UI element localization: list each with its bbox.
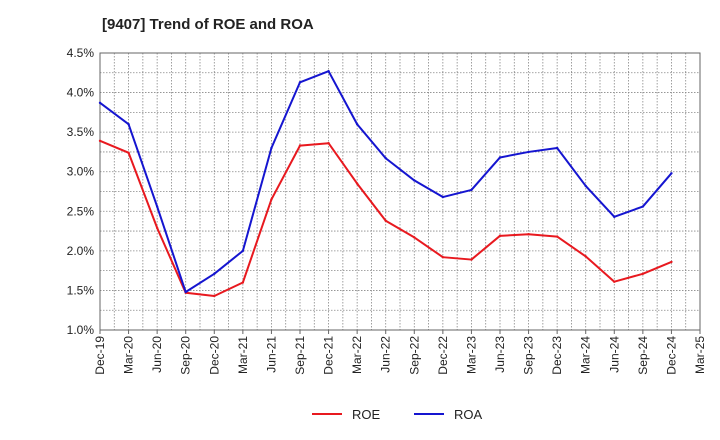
data-point-roe bbox=[155, 226, 159, 230]
data-point-roe bbox=[613, 280, 616, 283]
data-point-roa bbox=[127, 123, 130, 126]
x-tick-label: Mar-25 bbox=[693, 336, 707, 374]
data-point-roa bbox=[184, 290, 187, 294]
data-point-roe bbox=[213, 294, 216, 298]
x-tick-label: Dec-23 bbox=[550, 336, 564, 375]
x-tick-label: Dec-21 bbox=[322, 336, 336, 375]
data-point-roa bbox=[355, 123, 359, 126]
x-tick-label: Sep-22 bbox=[407, 336, 421, 375]
data-point-roa bbox=[98, 101, 102, 105]
data-point-roa bbox=[641, 205, 645, 208]
data-point-roa bbox=[241, 249, 245, 253]
x-tick-label: Jun-21 bbox=[264, 336, 278, 373]
x-tick-label: Jun-24 bbox=[607, 336, 621, 373]
x-tick-label: Sep-20 bbox=[179, 336, 193, 375]
x-tick-label: Jun-20 bbox=[150, 336, 164, 373]
data-point-roe bbox=[127, 151, 130, 154]
data-point-roe bbox=[441, 255, 445, 259]
x-tick-label: Mar-23 bbox=[464, 336, 478, 374]
data-point-roa bbox=[498, 156, 502, 159]
data-point-roe bbox=[641, 272, 645, 276]
data-point-roa bbox=[670, 172, 673, 175]
data-point-roa bbox=[441, 195, 445, 199]
legend-label-roe: ROE bbox=[352, 407, 381, 422]
data-point-roa bbox=[327, 70, 330, 73]
data-point-roe bbox=[555, 235, 559, 238]
data-point-roa bbox=[470, 188, 473, 192]
y-tick-label: 3.0% bbox=[67, 165, 95, 179]
data-point-roe bbox=[413, 236, 416, 239]
y-tick-label: 4.0% bbox=[67, 86, 95, 100]
data-point-roe bbox=[270, 198, 273, 201]
y-tick-label: 3.5% bbox=[67, 125, 95, 139]
y-tick-label: 1.5% bbox=[67, 283, 95, 297]
data-point-roe bbox=[355, 182, 359, 185]
data-point-roa bbox=[555, 146, 559, 150]
x-tick-label: Mar-21 bbox=[236, 336, 250, 374]
data-point-roa bbox=[384, 157, 387, 160]
data-point-roe bbox=[384, 219, 387, 222]
x-tick-label: Jun-22 bbox=[379, 336, 393, 373]
x-tick-label: Sep-23 bbox=[522, 336, 536, 375]
data-point-roe bbox=[327, 142, 330, 145]
x-tick-label: Mar-20 bbox=[122, 336, 136, 374]
data-point-roe bbox=[584, 255, 587, 258]
data-point-roe bbox=[670, 260, 673, 264]
x-tick-label: Mar-24 bbox=[579, 336, 593, 374]
y-tick-label: 4.5% bbox=[67, 46, 95, 60]
x-tick-label: Sep-21 bbox=[293, 336, 307, 375]
data-point-roe bbox=[298, 144, 302, 147]
y-tick-label: 2.0% bbox=[67, 244, 95, 258]
data-point-roe bbox=[98, 139, 102, 143]
x-tick-label: Dec-24 bbox=[664, 336, 678, 375]
data-point-roe bbox=[241, 281, 245, 284]
x-tick-label: Dec-22 bbox=[436, 336, 450, 375]
chart-title: [9407] Trend of ROE and ROA bbox=[102, 16, 314, 33]
x-tick-label: Dec-19 bbox=[93, 336, 107, 375]
legend-label-roa: ROA bbox=[454, 407, 483, 422]
x-tick-label: Mar-22 bbox=[350, 336, 364, 374]
data-point-roa bbox=[584, 184, 587, 188]
data-point-roa bbox=[527, 150, 530, 154]
y-tick-label: 1.0% bbox=[67, 323, 95, 337]
plot-frame bbox=[99, 52, 701, 331]
data-point-roe bbox=[498, 234, 502, 238]
x-tick-label: Jun-23 bbox=[493, 336, 507, 373]
x-tick-label: Dec-20 bbox=[207, 336, 221, 375]
data-point-roa bbox=[213, 272, 216, 276]
data-point-roe bbox=[527, 233, 530, 236]
data-point-roe bbox=[470, 258, 473, 261]
x-tick-label: Sep-24 bbox=[636, 336, 650, 375]
y-tick-label: 2.5% bbox=[67, 204, 95, 218]
data-point-roa bbox=[413, 179, 416, 182]
data-point-roa bbox=[270, 146, 273, 150]
data-point-roa bbox=[298, 81, 302, 84]
data-point-roa bbox=[613, 215, 616, 219]
data-point-roa bbox=[155, 205, 159, 208]
